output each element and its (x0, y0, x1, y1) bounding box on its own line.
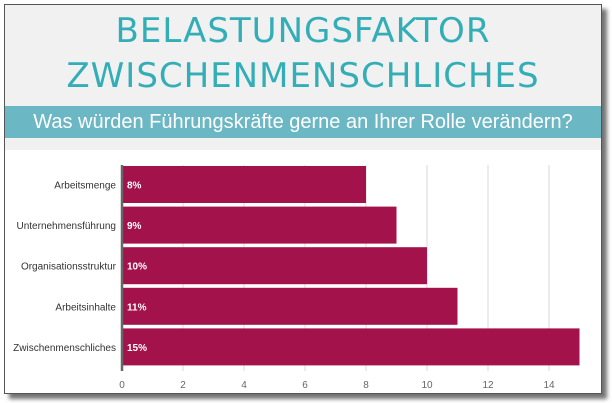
bar (122, 287, 458, 325)
subtitle: Was würden Führungskräfte gerne an Ihrer… (33, 111, 573, 133)
x-tick-label: 2 (180, 380, 186, 391)
category-label: Arbeitsinhalte (55, 302, 116, 313)
data-label: 11% (127, 302, 147, 313)
category-label: Arbeitsmenge (54, 181, 116, 192)
category-label: Unternehmensführung (16, 221, 116, 232)
data-label: 8% (127, 181, 142, 192)
infographic-card: BELASTUNGSFAKTOR ZWISCHENMENSCHLICHES Wa… (4, 4, 602, 394)
title-line-2: ZWISCHENMENSCHLICHES (66, 56, 540, 96)
data-label: 15% (127, 343, 147, 354)
title-line-1: BELASTUNGSFAKTOR (115, 11, 491, 51)
bar (122, 206, 397, 244)
category-label: Organisationsstruktur (21, 262, 117, 273)
x-tick-label: 10 (421, 380, 433, 391)
x-tick-label: 4 (241, 380, 247, 391)
x-tick-label: 8 (363, 380, 369, 391)
subtitle-band (5, 106, 601, 138)
category-label: Zwischenmenschliches (13, 343, 116, 354)
x-tick-label: 6 (302, 380, 308, 391)
x-tick-label: 14 (543, 380, 555, 391)
data-label: 10% (127, 262, 147, 273)
bar-chart: Arbeitsmenge 8% Unternehmensführung 9% Organ… (13, 165, 580, 391)
bar (122, 328, 580, 366)
bar (122, 166, 366, 203)
data-label: 9% (127, 221, 142, 232)
bar (122, 247, 427, 285)
x-tick-label: 0 (119, 380, 125, 391)
chart-area: Arbeitsmenge 8% Unternehmensführung 9% Organ… (5, 150, 601, 393)
x-tick-label: 12 (482, 380, 494, 391)
